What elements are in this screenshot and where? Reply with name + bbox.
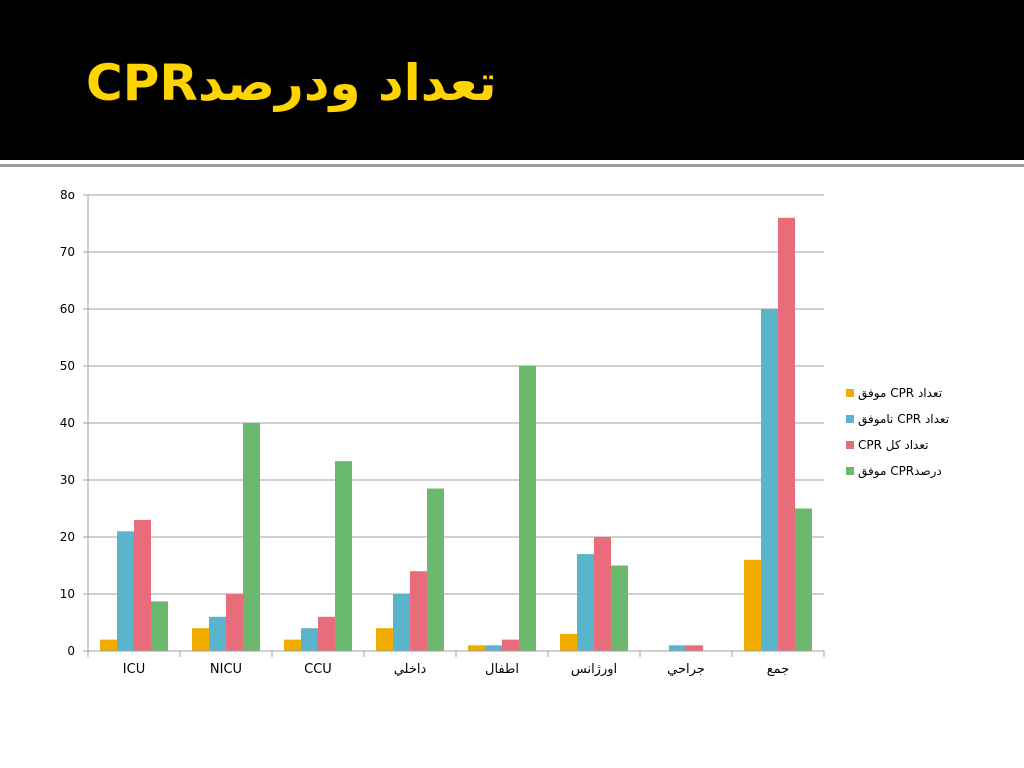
bar [795,508,812,651]
header-divider-gray [0,164,1024,167]
legend-label: تعداد CPR موفق [858,386,942,401]
legend-swatch [846,467,854,475]
bar [577,554,594,651]
category-label: اطفال [485,662,519,677]
y-tick-label: 30 [60,473,75,487]
y-tick-label: 8o [60,188,75,202]
bar [427,488,444,651]
legend-label: تعداد CPR ناموفق [858,412,949,427]
bar [485,645,502,651]
legend-label: درصدCPR موفق [858,464,942,479]
bar [519,366,536,651]
header-bar: تعداد ودرصدCPR [0,0,1024,160]
y-tick-label: 10 [60,587,75,601]
bar [410,571,427,651]
bar [100,639,117,651]
bar [117,531,134,651]
bar [226,594,243,651]
category-label: NICU [210,662,242,677]
bar [335,461,352,651]
slide-title: تعداد ودرصدCPR [86,54,497,112]
bar [134,519,151,651]
y-tick-label: 60 [60,302,75,316]
bar [594,537,611,651]
header-divider-light [0,160,1024,164]
y-tick-label: 40 [60,416,75,430]
bar [669,645,686,651]
bar [376,628,393,651]
bar [209,616,226,651]
bar [686,645,703,651]
y-tick-label: 50 [60,359,75,373]
legend-swatch [846,415,854,423]
legend-swatch [846,389,854,397]
bar [151,601,168,651]
category-label: CCU [304,662,332,677]
category-label: داخلي [394,662,427,677]
category-label: جراحي [667,662,705,677]
legend-swatch [846,441,854,449]
bar [560,633,577,651]
bar [611,565,628,651]
y-tick-label: 70 [60,245,75,259]
bar [284,639,301,651]
category-label: جمع [767,662,789,677]
category-label: اورژانس [571,662,617,677]
category-label: ICU [123,662,145,677]
bar [761,309,778,651]
legend-label: تعداد کل CPR [858,438,929,452]
bar [243,423,260,651]
bar [192,628,209,651]
bar [778,217,795,652]
bar [744,559,761,651]
y-tick-label: 0 [67,644,75,658]
bar [468,645,485,651]
bar [393,594,410,651]
bar [301,628,318,651]
y-tick-label: 20 [60,530,75,544]
bar [318,616,335,651]
bar [502,639,519,651]
